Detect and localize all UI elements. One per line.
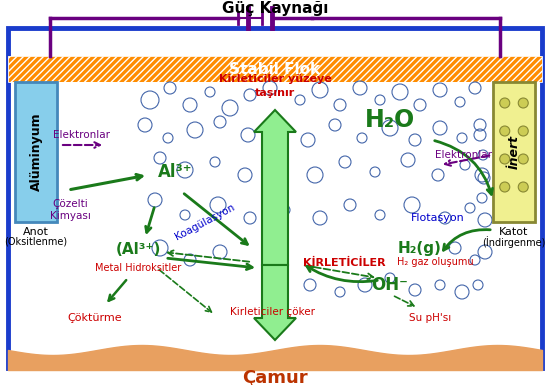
Text: Su pH'sı: Su pH'sı — [409, 313, 451, 323]
Circle shape — [518, 182, 528, 192]
Text: (Al³⁺): (Al³⁺) — [116, 243, 161, 258]
Bar — [15, 82, 57, 222]
Text: Kirleticiler yüzeye
taşınır: Kirleticiler yüzeye taşınır — [219, 74, 331, 98]
Bar — [8, 56, 542, 82]
Text: Katot: Katot — [499, 227, 529, 237]
Bar — [8, 56, 542, 82]
FancyArrow shape — [254, 110, 296, 265]
Text: Koagülasyon: Koagülasyon — [173, 202, 236, 242]
Text: Çöktürme: Çöktürme — [68, 313, 122, 323]
Text: Çamur: Çamur — [242, 369, 308, 385]
Text: Çözelti
Kimyası: Çözelti Kimyası — [50, 199, 90, 221]
Text: Güç Kaynağı: Güç Kaynağı — [222, 0, 328, 15]
Text: OH⁻: OH⁻ — [372, 276, 409, 294]
Circle shape — [518, 126, 528, 136]
Text: Flotasyon: Flotasyon — [411, 213, 465, 223]
Text: Anot: Anot — [23, 227, 49, 237]
Circle shape — [500, 98, 510, 108]
Text: (İndirgenme): (İndirgenme) — [482, 236, 546, 248]
Text: H₂O: H₂O — [365, 108, 415, 132]
Circle shape — [518, 98, 528, 108]
FancyArrow shape — [254, 265, 296, 340]
Text: KİRLETİCİLER: KİRLETİCİLER — [303, 258, 386, 268]
Circle shape — [518, 154, 528, 164]
Text: Al³⁺: Al³⁺ — [158, 163, 192, 181]
Text: Alüminyum: Alüminyum — [30, 113, 42, 191]
Text: Metal Hidroksitler: Metal Hidroksitler — [95, 263, 181, 273]
Text: Kirleticiler çöker: Kirleticiler çöker — [229, 307, 315, 317]
Text: Stabil Flok: Stabil Flok — [229, 62, 321, 77]
Text: H₂ gaz oluşumu: H₂ gaz oluşumu — [397, 257, 474, 267]
Text: Elektronlar: Elektronlar — [53, 130, 111, 140]
Text: Elektronlar: Elektronlar — [434, 150, 492, 160]
Bar — [8, 28, 542, 368]
Circle shape — [500, 126, 510, 136]
Circle shape — [500, 182, 510, 192]
Text: (Oksitlenme): (Oksitlenme) — [4, 237, 68, 247]
Bar — [493, 82, 535, 222]
Text: İnert: İnert — [508, 135, 520, 169]
Circle shape — [500, 154, 510, 164]
Text: H₂(g): H₂(g) — [398, 241, 442, 256]
